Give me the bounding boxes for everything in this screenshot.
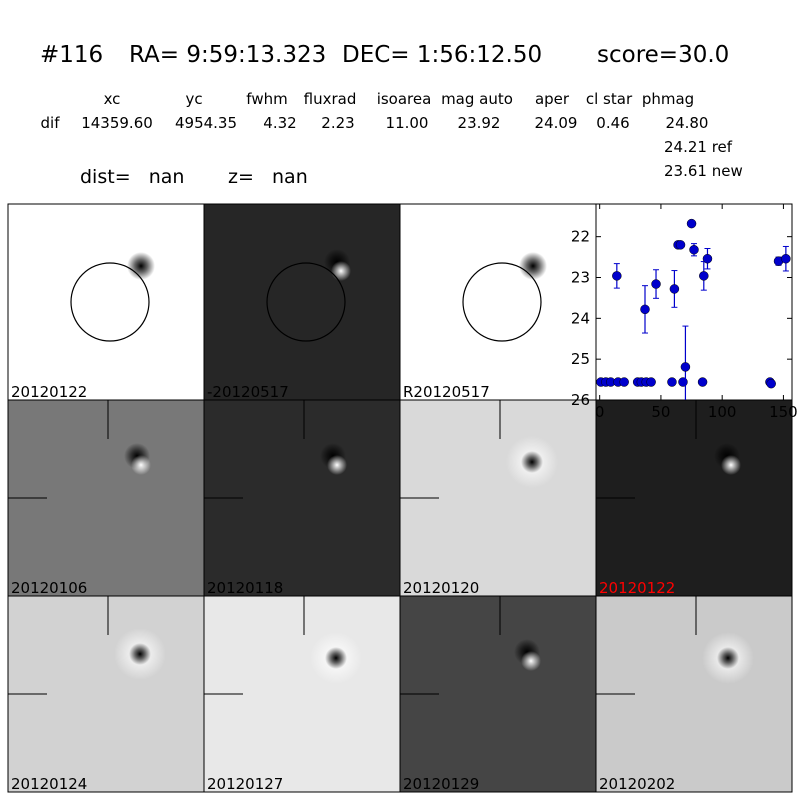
point (675, 240, 686, 250)
image-panel: 20120202 (595, 595, 793, 793)
point (766, 378, 776, 389)
table-cell: 11.00 (385, 114, 429, 132)
aperture (70, 262, 150, 342)
panel-label: 20120122 (11, 383, 87, 401)
panel-label: 20120118 (207, 579, 283, 597)
table-cell: 23.92 (457, 114, 501, 132)
point (651, 279, 661, 289)
panel-label: 20120122 (599, 579, 675, 597)
plot-bg (595, 203, 793, 401)
ra: RA= 9:59:13.323 (129, 42, 327, 68)
image-panel: -20120517 (203, 203, 401, 401)
point (640, 304, 650, 315)
x-tick-label: 0 (595, 403, 605, 421)
image-panel: 20120122 (595, 399, 793, 597)
y-tick-label: 23 (571, 269, 590, 287)
table-cell: 14359.60 (81, 114, 153, 132)
point (612, 271, 622, 281)
panel-bg (203, 203, 401, 401)
column-header: cl star (585, 90, 633, 108)
column-header: yc (185, 90, 203, 108)
column-header: xc (103, 90, 121, 108)
table-cell: 24.80 (665, 114, 709, 132)
point (781, 253, 791, 264)
dec: DEC= 1:56:12.50 (342, 42, 543, 68)
source-pos (331, 261, 351, 281)
column-header: isoarea (376, 90, 432, 108)
panel-label: 20120202 (599, 775, 675, 793)
redshift: z= nan (228, 166, 308, 188)
image-panel: 20120106 (7, 399, 205, 597)
table-cell: 2.23 (321, 114, 355, 132)
source-pos (327, 455, 347, 475)
image-panel: 20120120 (399, 399, 597, 597)
panel-label: 20120129 (403, 775, 479, 793)
phmag-extra: 24.21 ref (664, 138, 733, 156)
points (596, 218, 791, 400)
source (325, 647, 347, 669)
point (686, 218, 697, 229)
panel-label: 20120124 (11, 775, 87, 793)
y-tick-label: 24 (571, 309, 590, 327)
aperture (462, 262, 542, 342)
panel-bg (7, 203, 205, 401)
x-tick-label: 50 (651, 403, 670, 421)
point (697, 377, 708, 387)
point (689, 244, 699, 255)
x-tick-label: 150 (769, 403, 798, 421)
table-cell: 24.09 (534, 114, 578, 132)
y-tick-label: 25 (571, 350, 590, 368)
y-tick-label: 26 (571, 391, 590, 409)
source-pos (131, 455, 151, 475)
panel-label: 20120120 (403, 579, 479, 597)
image-panel: 20120127 (203, 595, 401, 793)
image-panel: 20120118 (203, 399, 401, 597)
column-header: fwhm (246, 90, 288, 108)
image-panel: 20120124 (7, 595, 205, 793)
source-pos (521, 651, 541, 671)
panel-label: 20120127 (207, 775, 283, 793)
table-cell: dif (40, 114, 60, 132)
image-panel: R20120517 (399, 203, 597, 401)
dist: dist= nan (80, 166, 185, 188)
point (702, 253, 713, 264)
column-header: aper (534, 90, 570, 108)
phmag-extra: 23.61 new (664, 162, 743, 180)
point (678, 377, 688, 387)
point (667, 377, 677, 387)
source (519, 252, 547, 280)
source-pos (721, 455, 741, 475)
panel-label: R20120517 (403, 383, 490, 401)
source (521, 451, 543, 473)
column-header: phmag (641, 90, 695, 108)
point (669, 284, 680, 294)
table-cell: 4954.35 (174, 114, 238, 132)
source (129, 643, 151, 665)
point (619, 377, 629, 387)
column-header: fluxrad (303, 90, 357, 108)
point (646, 377, 656, 387)
panel-bg (399, 203, 597, 401)
object-id: #116 (40, 42, 104, 68)
panel-label: -20120517 (207, 383, 289, 401)
table-cell: 4.32 (263, 114, 297, 132)
point (680, 362, 691, 372)
x-tick-label: 100 (708, 403, 737, 421)
point (699, 271, 709, 281)
table-cell: 0.46 (596, 114, 630, 132)
source (717, 647, 739, 669)
image-panel: 20120129 (399, 595, 597, 793)
y-tick-label: 22 (571, 228, 590, 246)
image-panel: 20120122 (7, 203, 205, 401)
panel-label: 20120106 (11, 579, 87, 597)
column-header: mag auto (441, 90, 513, 108)
aperture (266, 262, 346, 342)
source (127, 252, 155, 280)
score: score=30.0 (597, 42, 730, 68)
